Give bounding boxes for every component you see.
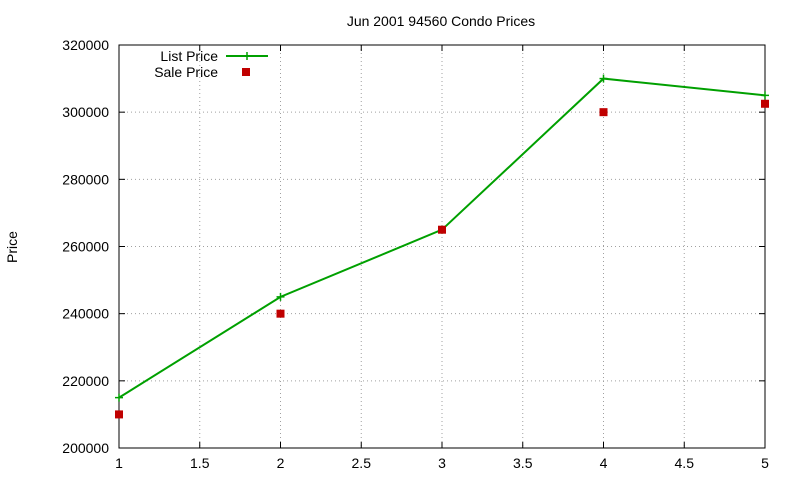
axis-ticks: 1 1.5 2 2.5 3 3.5 4 4.5 5 200000 220000 240000 26000… [62, 37, 769, 471]
list-price-point [115, 393, 123, 402]
x-tick-label: 1.5 [190, 455, 210, 471]
y-tick-label: 280000 [62, 171, 109, 187]
list-price-point [276, 292, 285, 301]
y-tick-label: 300000 [62, 104, 109, 120]
y-tick-label: 240000 [62, 306, 109, 322]
legend-label: Sale Price [154, 64, 218, 80]
x-tick-label: 1 [115, 455, 123, 471]
sale-price-point [438, 225, 446, 234]
x-tick-label: 3.5 [513, 455, 533, 471]
legend-label: List Price [160, 48, 218, 64]
legend-square-swatch [242, 68, 250, 76]
series-layer [115, 74, 769, 419]
sale-price-point [599, 108, 608, 117]
y-tick-label: 320000 [62, 37, 109, 53]
y-tick-label: 200000 [62, 440, 109, 456]
y-tick-label: 260000 [62, 239, 109, 255]
list-price-point [761, 91, 769, 100]
y-tick-label: 220000 [62, 373, 109, 389]
x-tick-label: 5 [761, 455, 769, 471]
sale-price-point [115, 410, 123, 419]
y-axis-label: Price [4, 231, 20, 263]
x-tick-label: 4 [600, 455, 608, 471]
x-tick-label: 2 [277, 455, 285, 471]
list-price-point [599, 74, 608, 83]
x-tick-label: 3 [438, 455, 446, 471]
legend-cross-swatch [243, 52, 251, 60]
sale-price-point [761, 99, 769, 108]
x-tick-label: 2.5 [352, 455, 372, 471]
sale-price-point [276, 309, 285, 318]
grid-lines [119, 45, 765, 448]
chart-title: Jun 2001 94560 Condo Prices [347, 13, 535, 29]
x-tick-label: 4.5 [675, 455, 695, 471]
